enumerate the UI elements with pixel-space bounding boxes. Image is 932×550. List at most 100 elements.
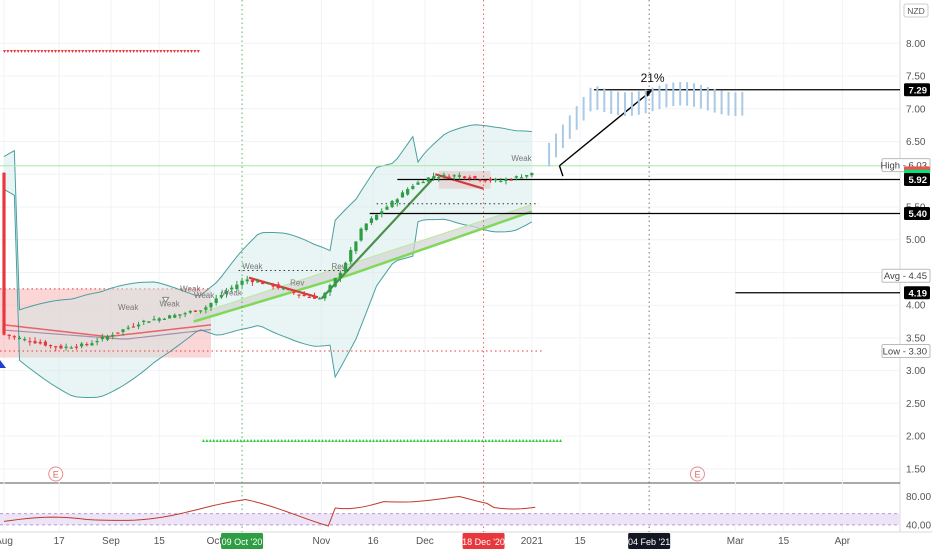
- candle-body: [431, 176, 436, 178]
- time-tick-label: 15: [778, 536, 790, 547]
- oscillator-pane: 40.00 80.00: [0, 492, 931, 531]
- buy-signal-marker: [385, 439, 389, 442]
- buy-signal-marker: [416, 439, 420, 442]
- date-marker-label: 04 Feb '21: [628, 537, 670, 547]
- buy-signal-marker: [457, 439, 460, 442]
- projection-arrow: [559, 89, 654, 167]
- price-label-box: [881, 268, 931, 283]
- candle-body: [152, 319, 156, 321]
- candle-body: [126, 327, 130, 329]
- buy-signal-marker: [548, 439, 552, 442]
- time-tick-label: Aug: [0, 536, 13, 547]
- buy-signal-marker: [304, 439, 307, 442]
- buy-signal-marker: [351, 439, 355, 442]
- candle-body: [447, 176, 451, 178]
- candle-body: [468, 177, 472, 179]
- buy-signal-marker: [453, 439, 457, 442]
- buy-signal-marker: [423, 439, 426, 442]
- white-triangle-icon: [161, 296, 170, 304]
- buy-signal-marker: [287, 439, 290, 442]
- price-tick-label: 8.00: [906, 39, 926, 50]
- volatility-band-lower: [3, 188, 533, 399]
- candle-body: [131, 326, 135, 328]
- sell-signal-marker: [88, 50, 91, 53]
- buy-signal-marker: [470, 439, 474, 442]
- candle-body: [255, 281, 260, 283]
- buy-signal-marker: [290, 439, 294, 442]
- sell-signal-marker: [3, 50, 6, 53]
- candle-body: [369, 218, 374, 223]
- buy-signal-marker: [225, 439, 229, 442]
- sell-signal-marker: [125, 50, 129, 53]
- candle-body: [59, 345, 63, 349]
- buy-signal-marker: [484, 439, 488, 442]
- buy-signal-marker: [501, 439, 505, 442]
- candle-body: [204, 307, 208, 310]
- buy-signal-marker: [344, 439, 348, 442]
- candle-body: [488, 178, 493, 181]
- sell-signal-marker: [132, 50, 136, 53]
- buy-signal-marker: [246, 439, 250, 442]
- buy-signal-marker: [395, 439, 399, 442]
- buy-signal-marker: [334, 439, 338, 442]
- candle-body: [338, 272, 342, 279]
- candle-body: [302, 294, 306, 297]
- candle-body: [224, 291, 229, 295]
- date-marker-label: 09 Oct '20: [222, 537, 263, 547]
- volatility-band-upper: [3, 124, 532, 311]
- price-label-text: Avg - 4.45: [884, 271, 927, 282]
- sell-signal-marker: [128, 50, 132, 53]
- sell-signal-marker: [84, 50, 88, 53]
- supply-zone: [0, 288, 211, 358]
- buy-signal-marker: [266, 439, 270, 442]
- candle-body: [168, 315, 172, 319]
- price-tick-label: 2.00: [906, 432, 926, 443]
- buy-signal-marker: [317, 439, 321, 442]
- buy-signal-marker: [406, 439, 409, 442]
- candle-body: [38, 341, 42, 344]
- sell-signal-marker: [173, 50, 176, 53]
- candle-body: [509, 179, 513, 181]
- candle-body: [426, 177, 430, 182]
- sell-signal-marker: [122, 50, 125, 53]
- buy-signal-marker: [208, 439, 212, 442]
- time-tick-label: 2021: [521, 536, 544, 547]
- buy-signal-marker: [283, 439, 287, 442]
- buy-signal-marker: [440, 439, 443, 442]
- price-axis[interactable]: 1.502.002.503.003.504.004.505.005.506.00…: [903, 3, 929, 475]
- candle-body: [235, 284, 239, 290]
- sell-signal-marker: [91, 50, 95, 53]
- buy-signal-marker: [314, 439, 318, 442]
- sell-signal-marker: [30, 50, 34, 53]
- oscillator-line: [3, 496, 536, 527]
- candle-body: [323, 292, 327, 299]
- time-tick-label: 16: [368, 536, 380, 547]
- candle-body: [483, 180, 487, 182]
- buy-signal-marker: [331, 439, 335, 442]
- sell-signal-marker: [6, 50, 10, 53]
- buy-signal-marker: [219, 439, 222, 442]
- buy-signal-marker: [419, 439, 423, 442]
- sell-signal-marker: [149, 50, 153, 53]
- candle-body: [230, 287, 234, 290]
- candle-body: [147, 321, 151, 323]
- candle-body: [281, 288, 286, 290]
- buy-signal-marker: [474, 439, 477, 442]
- candle-body: [100, 336, 104, 340]
- buy-signal-marker: [494, 439, 498, 442]
- buy-signal-marker: [392, 439, 396, 442]
- buy-signal-marker: [460, 439, 464, 442]
- buy-signal-marker: [375, 439, 379, 442]
- price-tick-label: 6.50: [906, 137, 926, 148]
- buy-signal-marker: [504, 439, 508, 442]
- buy-signal-marker: [372, 439, 375, 442]
- candle-body: [69, 347, 73, 349]
- sell-signal-marker: [74, 50, 78, 53]
- candle-body: [473, 176, 477, 179]
- buy-signal-marker: [239, 439, 243, 442]
- date-marker-badge: [628, 533, 671, 549]
- buy-signal-marker: [528, 439, 532, 442]
- candle-body: [349, 250, 353, 262]
- time-axis[interactable]: Aug 17 Sep 15 Oct Nov 16 Dec 2021 15 Mar 15 Apr: [0, 536, 851, 547]
